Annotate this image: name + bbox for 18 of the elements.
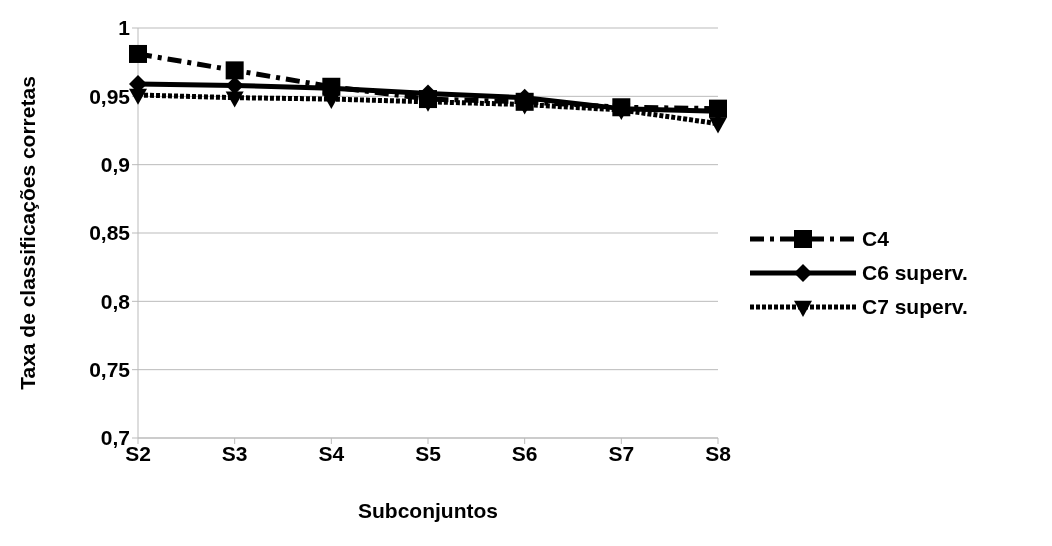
x-tick-label: S2: [125, 441, 151, 465]
x-tick-label: S5: [415, 441, 442, 465]
y-tick-label: 0,9: [100, 153, 130, 177]
legend-label: C6 superv.: [862, 261, 968, 285]
x-tick-label: S4: [318, 441, 345, 465]
x-tick-label: S3: [221, 441, 248, 465]
legend-label: C7 superv.: [862, 295, 968, 319]
y-tick-label: 0,8: [100, 289, 131, 313]
y-tick-label: 0,75: [89, 358, 131, 382]
x-tick-label: S7: [608, 441, 635, 465]
legend-label: C4: [862, 227, 889, 251]
x-tick-label: S8: [705, 441, 732, 465]
x-tick-label: S6: [511, 441, 538, 465]
y-tick-label: 1: [118, 16, 131, 40]
x-axis-title: Subconjuntos: [358, 499, 498, 522]
y-tick-label: 0,95: [89, 84, 131, 108]
y-axis-title: Taxa de classificações corretas: [16, 76, 40, 390]
y-tick-label: 0,85: [89, 221, 131, 245]
